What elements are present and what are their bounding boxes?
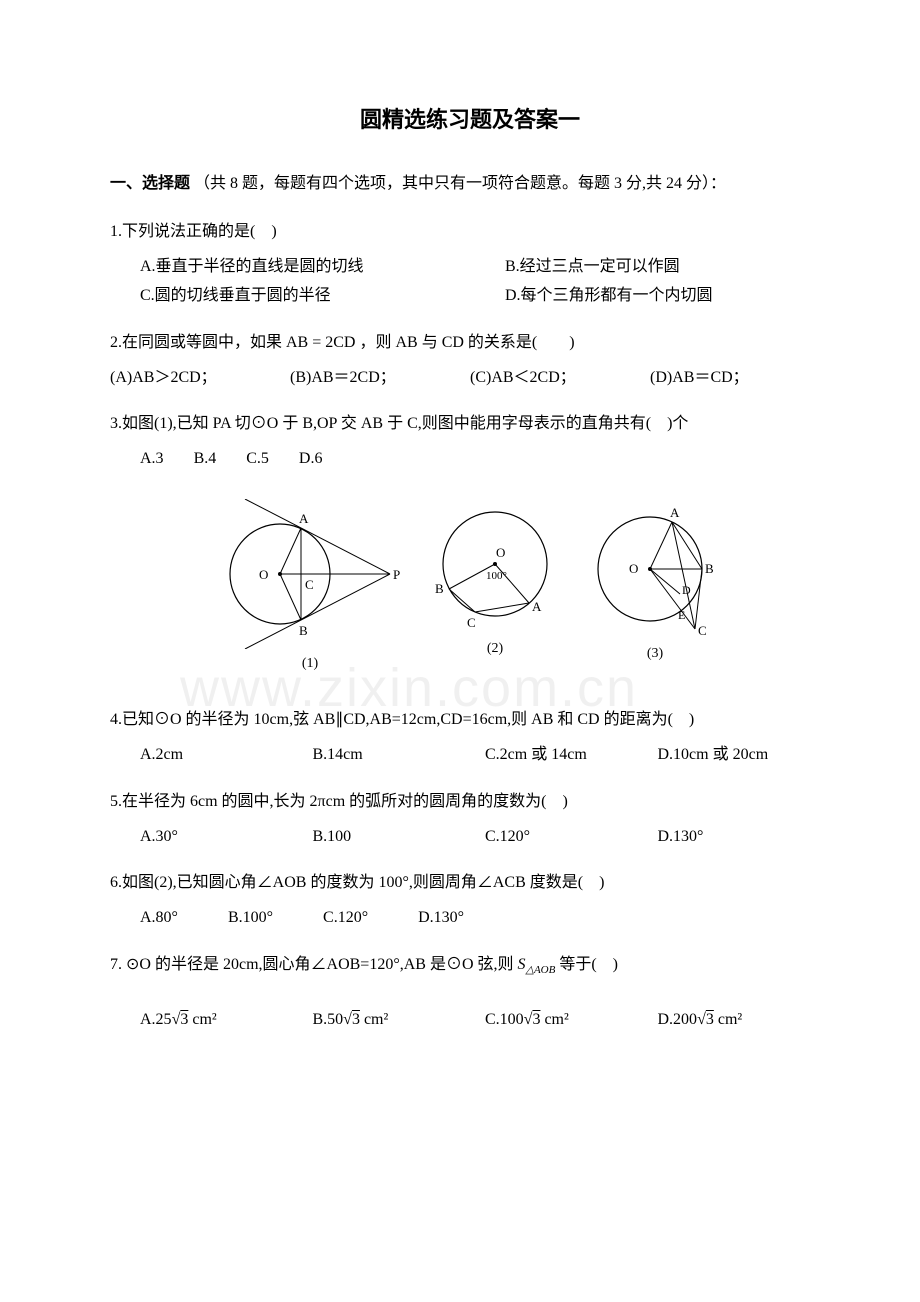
section-label: 一、选择题 <box>110 175 190 192</box>
q3-stem: 3.如图(1),已知 PA 切⊙O 于 B,OP 交 AB 于 C,则图中能用字… <box>110 410 830 439</box>
figure-1-svg: A B O C P <box>215 499 405 649</box>
q3-opt-a: A.3 <box>140 445 164 474</box>
svg-text:A: A <box>299 511 309 526</box>
svg-text:100°: 100° <box>486 570 507 582</box>
figure-2-label: (2) <box>425 636 565 661</box>
svg-text:A: A <box>670 505 680 520</box>
figure-2: O 100° A B C (2) <box>425 499 565 676</box>
q7-stem-suffix: 等于( ) <box>555 956 618 973</box>
q2-opt-d: (D)AB＝CD； <box>650 364 830 393</box>
q6-opt-c: C.120° <box>323 904 368 933</box>
svg-text:A: A <box>532 599 542 614</box>
svg-text:P: P <box>393 567 400 582</box>
q1-stem: 1.下列说法正确的是( ) <box>110 218 830 247</box>
figure-3: A B C O D E (3) <box>585 499 725 676</box>
q6-opt-d: D.130° <box>418 904 464 933</box>
q1-opt-c: C.圆的切线垂直于圆的半径 <box>140 282 465 311</box>
q7-opt-b: B.50√3 cm² <box>313 1006 486 1035</box>
q4-stem: 4.已知⊙O 的半径为 10cm,弦 AB∥CD,AB=12cm,CD=16cm… <box>110 706 830 735</box>
svg-text:B: B <box>299 623 308 638</box>
q1-opt-d: D.每个三角形都有一个内切圆 <box>505 282 830 311</box>
q4-opt-b: B.14cm <box>313 741 486 770</box>
question-7: 7. ⊙O 的半径是 20cm,圆心角∠AOB=120°,AB 是⊙O 弦,则 … <box>110 951 830 1035</box>
figure-2-svg: O 100° A B C <box>425 499 565 634</box>
question-2: 2.在同圆或等圆中，如果 AB = 2CD ，则 AB 与 CD 的关系是( )… <box>110 329 830 393</box>
figures-row: A B O C P (1) O 100° A B C (2) <box>110 499 830 676</box>
q2-opt-a: (A)AB＞2CD； <box>110 364 290 393</box>
q5-opt-b: B.100 <box>313 823 486 852</box>
q6-opt-b: B.100° <box>228 904 273 933</box>
q7-opt-c: C.100√3 cm² <box>485 1006 658 1035</box>
q3-opt-d: D.6 <box>299 445 323 474</box>
q4-opt-d: D.10cm 或 20cm <box>658 741 831 770</box>
q5-opt-a: A.30° <box>140 823 313 852</box>
q5-opt-d: D.130° <box>658 823 831 852</box>
q4-opt-c: C.2cm 或 14cm <box>485 741 658 770</box>
figure-1-label: (1) <box>215 651 405 676</box>
q7-opt-a: A.25√3 cm² <box>140 1006 313 1035</box>
q5-opt-c: C.120° <box>485 823 658 852</box>
q1-opt-b: B.经过三点一定可以作圆 <box>505 253 830 282</box>
figure-1: A B O C P (1) <box>215 499 405 676</box>
q7-stem-prefix: 7. ⊙O 的半径是 20cm,圆心角∠AOB=120°,AB 是⊙O 弦,则 <box>110 956 518 973</box>
question-1: 1.下列说法正确的是( ) A.垂直于半径的直线是圆的切线 B.经过三点一定可以… <box>110 218 830 310</box>
q6-opt-a: A.80° <box>140 904 178 933</box>
section-heading: 一、选择题 （共 8 题，每题有四个选项，其中只有一项符合题意。每题 3 分,共… <box>110 170 830 199</box>
q4-opt-a: A.2cm <box>140 741 313 770</box>
q2-opt-b: (B)AB＝2CD； <box>290 364 470 393</box>
svg-text:O: O <box>496 545 505 560</box>
q1-opt-a: A.垂直于半径的直线是圆的切线 <box>140 253 465 282</box>
svg-text:O: O <box>629 561 638 576</box>
q7-S-symbol: S△AOB <box>518 956 556 973</box>
question-6: 6.如图(2),已知圆心角∠AOB 的度数为 100°,则圆周角∠ACB 度数是… <box>110 869 830 933</box>
svg-text:C: C <box>305 577 314 592</box>
svg-text:C: C <box>467 615 476 630</box>
svg-text:E: E <box>678 608 685 622</box>
q2-stem: 2.在同圆或等圆中，如果 AB = 2CD ，则 AB 与 CD 的关系是( ) <box>110 329 830 358</box>
q3-opt-c: C.5 <box>246 445 269 474</box>
q6-stem: 6.如图(2),已知圆心角∠AOB 的度数为 100°,则圆周角∠ACB 度数是… <box>110 869 830 898</box>
q7-stem: 7. ⊙O 的半径是 20cm,圆心角∠AOB=120°,AB 是⊙O 弦,则 … <box>110 951 830 981</box>
page-title: 圆精选练习题及答案一 <box>110 100 830 140</box>
q2-opt-c: (C)AB＜2CD； <box>470 364 650 393</box>
svg-text:B: B <box>435 581 444 596</box>
svg-text:D: D <box>682 583 691 597</box>
figure-3-label: (3) <box>585 641 725 666</box>
section-rest: （共 8 题，每题有四个选项，其中只有一项符合题意。每题 3 分,共 24 分）… <box>190 175 726 192</box>
svg-text:C: C <box>698 623 707 638</box>
svg-text:B: B <box>705 561 714 576</box>
question-4: 4.已知⊙O 的半径为 10cm,弦 AB∥CD,AB=12cm,CD=16cm… <box>110 706 830 770</box>
figure-3-svg: A B C O D E <box>585 499 725 639</box>
question-5: 5.在半径为 6cm 的圆中,长为 2πcm 的弧所对的圆周角的度数为( ) A… <box>110 788 830 852</box>
q3-opt-b: B.4 <box>194 445 217 474</box>
q7-opt-d: D.200√3 cm² <box>658 1006 831 1035</box>
svg-text:O: O <box>259 567 268 582</box>
q5-stem: 5.在半径为 6cm 的圆中,长为 2πcm 的弧所对的圆周角的度数为( ) <box>110 788 830 817</box>
question-3: 3.如图(1),已知 PA 切⊙O 于 B,OP 交 AB 于 C,则图中能用字… <box>110 410 830 474</box>
